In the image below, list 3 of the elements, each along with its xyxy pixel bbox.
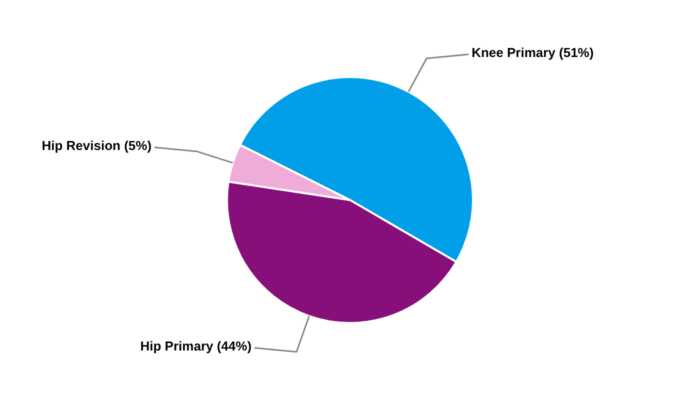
slice-label: Hip Primary (44%) (140, 338, 252, 354)
slice-label: Hip Revision (5%) (42, 138, 152, 153)
slice-label: Knee Primary (51%) (472, 44, 594, 60)
